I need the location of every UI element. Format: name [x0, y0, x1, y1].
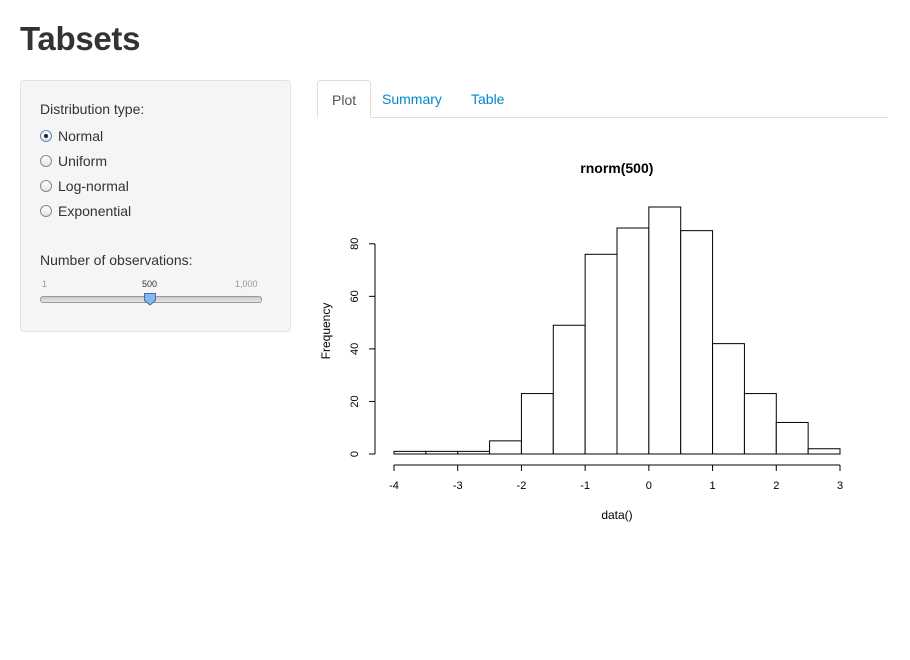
y-tick-label: 60 — [349, 290, 361, 302]
histogram-bar — [807, 448, 841, 455]
y-axis-label: Frequency — [319, 303, 333, 360]
y-tick-label: 0 — [349, 451, 361, 457]
histogram-bar — [743, 393, 777, 455]
radio-label: Log-normal — [58, 178, 129, 194]
radio-label: Uniform — [58, 153, 108, 169]
y-tick-label: 40 — [349, 343, 361, 355]
radio-unchecked-icon[interactable] — [40, 205, 52, 217]
radio-exponential[interactable]: Exponential — [40, 201, 131, 221]
histogram-plot: -4 -3 -2 -1 0 1 2 3 0 20 40 60 80 rnorm(500) data() Fre… — [319, 160, 843, 522]
histogram-bar — [393, 450, 427, 455]
histogram-bar — [680, 230, 714, 455]
histogram-bar — [520, 393, 554, 455]
x-tick-label: 0 — [646, 480, 652, 492]
tab-table[interactable]: Table — [471, 91, 505, 107]
y-tick-label: 20 — [349, 395, 361, 407]
x-tick-label: -4 — [389, 480, 399, 492]
x-tick-label: -3 — [453, 480, 463, 492]
radio-normal[interactable]: Normal — [40, 126, 103, 146]
histogram-bar — [712, 343, 745, 455]
tab-summary[interactable]: Summary — [382, 91, 442, 107]
slider-min-label: 1 — [42, 279, 48, 289]
radio-uniform[interactable]: Uniform — [40, 151, 107, 171]
histogram-bar — [552, 324, 586, 455]
radio-checked-icon[interactable] — [40, 130, 52, 142]
slider-handle[interactable] — [143, 292, 157, 306]
histogram-bar — [616, 227, 650, 455]
x-tick-label: 1 — [710, 480, 716, 492]
histogram-bar — [457, 450, 491, 455]
x-tick-label: -2 — [517, 480, 527, 492]
x-tick-label: -1 — [580, 480, 590, 492]
slider-max-label: 1,000 — [235, 279, 258, 289]
histogram-bar — [489, 440, 522, 455]
radio-label: Normal — [58, 128, 104, 144]
histogram-bar — [648, 206, 682, 455]
sidebar-panel: Distribution type: Normal Uniform Log-no… — [20, 80, 291, 332]
x-tick-label: 2 — [773, 480, 779, 492]
y-tick-label: 80 — [349, 238, 361, 250]
x-tick-label: 3 — [837, 480, 843, 492]
tab-bar: Plot Summary Table — [317, 80, 888, 118]
distribution-type-label: Distribution type: — [40, 101, 145, 117]
chart-title: rnorm(500) — [580, 160, 653, 176]
radio-unchecked-icon[interactable] — [40, 180, 52, 192]
observations-label: Number of observations: — [40, 252, 193, 268]
slider-value-label: 500 — [142, 279, 158, 289]
x-axis-label: data() — [601, 508, 632, 522]
radio-label: Exponential — [58, 203, 132, 219]
page-title: Tabsets — [20, 20, 141, 57]
histogram-bar — [425, 450, 459, 455]
radio-unchecked-icon[interactable] — [40, 155, 52, 167]
histogram-bar — [775, 421, 809, 455]
histogram-bar — [584, 253, 618, 455]
tab-plot[interactable]: Plot — [317, 80, 372, 118]
radio-log-normal[interactable]: Log-normal — [40, 176, 129, 196]
